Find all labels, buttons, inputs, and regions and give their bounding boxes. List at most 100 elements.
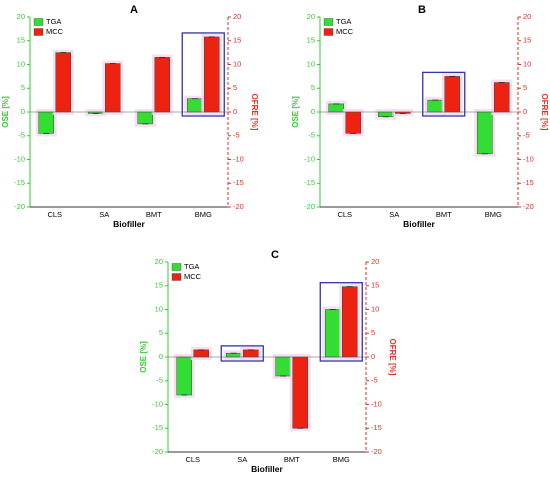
x-axis-title: Biofiller (403, 219, 435, 229)
bar-tga (378, 111, 394, 117)
x-tick-label: SA (237, 455, 247, 464)
right-tick-label: 15 (523, 36, 531, 45)
right-tick-label: -20 (371, 447, 382, 456)
legend-swatch-mcc (171, 273, 182, 281)
highlight-box (181, 32, 225, 117)
bar-mcc (494, 82, 510, 113)
left-tick-label: 10 (307, 59, 315, 68)
bar-tga (226, 352, 242, 358)
right-tick-label: -15 (371, 423, 382, 432)
left-tick-label: 15 (155, 281, 163, 290)
bar-tga (187, 98, 203, 113)
legend-swatch-tga (171, 263, 182, 271)
right-tick-label: 0 (371, 352, 375, 361)
x-tick-label: BMG (195, 210, 212, 219)
chart-panel-b: B -20 -20 -15 -15 -10 -10 -5 -5 0 0 5 5 10 10 15 15 20 20 O… (291, 4, 549, 229)
bar-mcc (342, 286, 358, 358)
left-tick-label: -10 (14, 154, 25, 163)
legend-swatch-tga (33, 18, 44, 26)
chart-panel-c: C -20 -20 -15 -15 -10 -10 -5 -5 0 0 5 5 10 10 15 15 20 20 O… (139, 249, 397, 474)
bar-mcc (444, 76, 460, 113)
panel-letter: C (271, 249, 279, 261)
left-tick-label: -5 (308, 131, 315, 140)
bar-tga (328, 103, 344, 113)
left-tick-label: 0 (21, 107, 25, 116)
chart-panel-a: A -20 -20 -15 -15 -10 -10 -5 -5 0 0 5 5 10 10 15 15 20 20 O… (1, 4, 259, 229)
right-tick-label: -20 (233, 202, 244, 211)
x-axis-title: Biofiller (113, 219, 145, 229)
right-tick-label: -15 (233, 178, 244, 187)
bar-mcc (292, 356, 308, 429)
legend-label-mcc: MCC (184, 272, 202, 281)
x-tick-label: CLS (185, 455, 200, 464)
x-tick-label: SA (99, 210, 109, 219)
legend-label-mcc: MCC (46, 27, 64, 36)
right-tick-label: 10 (233, 59, 241, 68)
left-tick-label: -15 (14, 178, 25, 187)
x-tick-label: CLS (337, 210, 352, 219)
right-tick-label: -10 (371, 399, 382, 408)
highlight-box (422, 71, 466, 117)
left-tick-label: 0 (159, 352, 163, 361)
left-tick-label: -5 (18, 131, 25, 140)
bar-tga (427, 99, 443, 113)
bar-tga (176, 356, 192, 396)
bar-mcc (243, 349, 259, 358)
left-tick-label: -15 (304, 178, 315, 187)
right-axis-title: OFRE [%] (388, 339, 397, 376)
right-tick-label: 20 (233, 12, 241, 21)
left-tick-label: -20 (14, 202, 25, 211)
left-tick-label: 10 (17, 59, 25, 68)
left-axis-title: OSE [%] (139, 341, 148, 373)
right-tick-label: -5 (371, 376, 378, 385)
legend-swatch-mcc (323, 28, 334, 36)
x-tick-label: BMT (284, 455, 300, 464)
panel-letter: A (130, 4, 138, 16)
x-tick-label: BMG (485, 210, 502, 219)
highlight-box (220, 345, 264, 362)
x-tick-label: SA (389, 210, 399, 219)
right-tick-label: 20 (523, 12, 531, 21)
left-tick-label: -10 (152, 399, 163, 408)
right-axis-title: OFRE [%] (250, 94, 259, 131)
right-tick-label: -10 (523, 154, 534, 163)
right-tick-label: -15 (523, 178, 534, 187)
right-tick-label: 5 (371, 328, 375, 337)
right-tick-label: -5 (233, 131, 240, 140)
panel-letter: B (418, 4, 426, 16)
right-tick-label: 20 (371, 257, 379, 266)
left-tick-label: 5 (21, 83, 25, 92)
left-axis-title: OSE [%] (291, 96, 300, 128)
bar-mcc (204, 36, 220, 113)
x-tick-label: BMG (333, 455, 350, 464)
bar-tga (38, 111, 54, 134)
left-axis-title: OSE [%] (1, 96, 10, 128)
left-tick-label: 10 (155, 304, 163, 313)
bar-tga (477, 111, 493, 155)
left-tick-label: 5 (311, 83, 315, 92)
legend-label-mcc: MCC (336, 27, 354, 36)
right-tick-label: -5 (523, 131, 530, 140)
legend-label-tga: TGA (336, 17, 351, 26)
right-tick-label: 15 (371, 281, 379, 290)
highlight-box (319, 282, 363, 362)
left-tick-label: -15 (152, 423, 163, 432)
right-tick-label: -20 (523, 202, 534, 211)
right-tick-label: -10 (233, 154, 244, 163)
x-tick-label: BMT (146, 210, 162, 219)
left-tick-label: -20 (152, 447, 163, 456)
left-tick-label: 20 (307, 12, 315, 21)
right-axis-title: OFRE [%] (540, 94, 549, 131)
right-tick-label: 0 (523, 107, 527, 116)
x-tick-label: CLS (47, 210, 62, 219)
x-tick-label: BMT (436, 210, 452, 219)
left-tick-label: 5 (159, 328, 163, 337)
right-tick-label: 10 (371, 304, 379, 313)
bar-tga (137, 111, 153, 125)
left-tick-label: -20 (304, 202, 315, 211)
left-tick-label: 20 (155, 257, 163, 266)
left-tick-label: 0 (311, 107, 315, 116)
left-tick-label: 15 (17, 36, 25, 45)
legend-swatch-mcc (33, 28, 44, 36)
